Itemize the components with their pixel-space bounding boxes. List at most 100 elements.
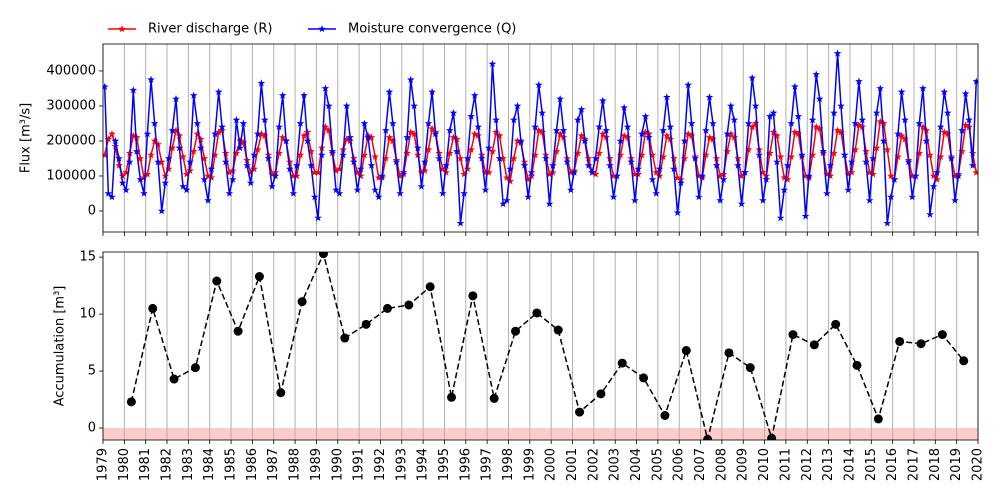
star-marker <box>481 168 490 176</box>
star-marker <box>943 129 952 138</box>
star-marker <box>413 143 422 152</box>
star-marker <box>207 164 216 173</box>
star-marker <box>449 133 458 141</box>
star-marker <box>645 133 653 141</box>
star-marker <box>314 168 322 176</box>
star-marker <box>737 171 746 180</box>
circle-marker <box>553 325 563 335</box>
star-marker <box>108 192 116 201</box>
star-marker <box>211 129 219 138</box>
star-marker <box>342 135 351 143</box>
star-marker <box>161 178 170 187</box>
x-tick-label: 1993 <box>394 448 409 481</box>
star-marker <box>862 157 870 166</box>
star-marker <box>666 135 675 143</box>
star-marker <box>549 161 557 169</box>
star-marker <box>360 119 369 127</box>
star-marker <box>389 136 397 145</box>
x-tick-label: 1979 <box>96 448 111 481</box>
star-marker <box>317 150 326 159</box>
star-marker <box>236 143 244 152</box>
axes-frame <box>102 43 979 233</box>
star-marker <box>228 175 237 183</box>
axes-frame <box>102 251 979 441</box>
star-marker <box>958 147 966 155</box>
star-marker <box>389 119 397 127</box>
star-marker <box>161 171 170 180</box>
star-marker <box>908 171 917 180</box>
star-marker <box>965 115 973 124</box>
star-marker <box>623 122 632 131</box>
star-marker <box>627 157 636 166</box>
star-marker <box>417 168 426 176</box>
star-marker <box>748 73 757 82</box>
x-tick-label: 2013 <box>821 448 836 481</box>
star-marker <box>282 136 290 145</box>
star-marker <box>186 157 194 166</box>
star-marker <box>303 136 312 145</box>
star-marker <box>371 152 379 160</box>
y-tick-label: 15 <box>79 250 96 265</box>
star-marker <box>943 108 952 117</box>
star-marker <box>727 129 735 138</box>
x-tick-label: 2016 <box>885 448 900 481</box>
star-marker <box>385 87 394 96</box>
x-tick-label: 1985 <box>224 448 239 481</box>
star-marker <box>431 129 440 138</box>
star-marker <box>933 168 941 176</box>
star-marker <box>470 91 479 99</box>
star-marker <box>296 119 305 127</box>
star-marker <box>879 119 888 127</box>
star-marker <box>833 126 842 134</box>
star-marker <box>332 166 340 174</box>
star-marker <box>239 119 248 127</box>
star-marker <box>253 145 262 153</box>
star-marker <box>769 128 778 136</box>
star-marker <box>833 49 842 57</box>
circle-marker <box>511 326 521 336</box>
star-marker <box>620 103 628 111</box>
star-marker <box>776 152 785 160</box>
star-marker <box>865 168 874 176</box>
star-marker <box>581 136 589 145</box>
star-marker <box>364 133 372 141</box>
circle-marker <box>617 358 627 368</box>
star-marker <box>463 164 472 173</box>
star-marker <box>755 150 764 159</box>
star-marker <box>588 168 596 176</box>
star-marker <box>445 149 454 157</box>
star-marker <box>823 170 831 178</box>
star-marker <box>246 168 255 176</box>
x-tick-label: 1983 <box>181 448 196 481</box>
star-marker <box>495 154 504 162</box>
star-marker <box>926 210 934 218</box>
star-marker <box>307 147 315 155</box>
star-marker <box>542 154 550 162</box>
star-marker <box>246 178 255 187</box>
star-marker <box>534 126 543 134</box>
star-marker <box>574 115 582 124</box>
star-marker <box>823 189 831 197</box>
star-marker <box>463 154 472 162</box>
star-marker <box>673 208 682 216</box>
star-marker <box>631 170 639 178</box>
star-marker <box>527 168 536 176</box>
star-marker <box>783 161 792 169</box>
x-tick-label: 1998 <box>501 448 516 481</box>
star-marker <box>897 131 906 139</box>
star-marker <box>360 150 369 159</box>
star-marker <box>602 126 611 134</box>
star-marker <box>164 154 173 162</box>
star-marker <box>762 175 771 183</box>
star-marker <box>766 112 774 120</box>
star-marker <box>851 145 860 153</box>
star-marker <box>705 93 714 101</box>
star-marker <box>794 129 803 138</box>
star-marker <box>278 133 287 141</box>
star-marker <box>780 173 789 181</box>
star-marker <box>264 154 273 162</box>
circle-marker <box>788 330 798 340</box>
star-marker <box>232 115 241 124</box>
circle-marker <box>233 326 243 336</box>
legend-marker <box>318 25 326 33</box>
